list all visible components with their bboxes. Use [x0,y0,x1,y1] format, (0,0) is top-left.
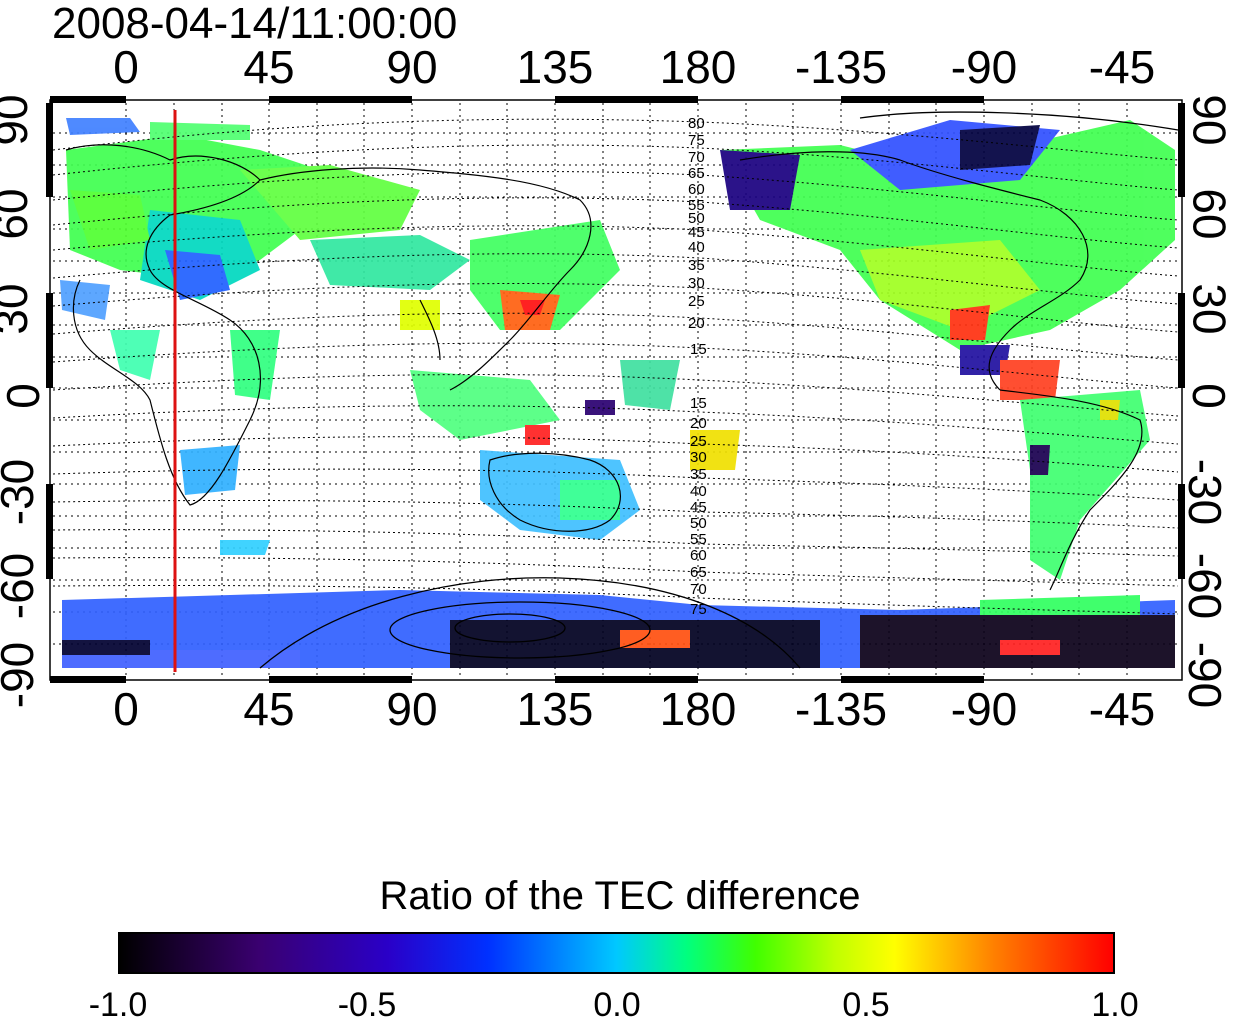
contour-label: 15 [690,341,707,358]
colorbar [118,932,1115,974]
top-lon-tick: -90 [950,41,1018,93]
contour-label: 30 [688,275,705,292]
contour-label: 60 [690,547,707,564]
contour-label: 60 [688,181,705,198]
top-lon-tick: -135 [794,41,888,93]
contour-label: 65 [688,165,705,182]
contour-label: 35 [688,257,705,274]
contour-label: 70 [690,581,707,598]
contour-label: 55 [690,531,707,548]
map-frame [49,99,1183,681]
contour-label: 70 [688,149,705,166]
contour-label: 25 [688,293,705,310]
top-lon-tick: 45 [243,41,295,93]
contour-label: 55 [688,197,705,214]
contour-lines [52,118,1179,615]
plot-title: 2008-04-14/11:00:00 [52,0,458,48]
bottom-lon-tick: -135 [794,683,888,735]
contour-label: 75 [690,601,707,618]
contour-label: 20 [688,315,705,332]
bottom-lon-tick: 90 [386,683,438,735]
auroral-contours [259,111,1179,669]
contour-label: 45 [690,499,707,516]
contour-label: 75 [688,132,705,149]
contour-label: 50 [690,515,707,532]
contour-label: 35 [690,466,707,483]
contour-label: 80 [688,115,705,132]
bottom-lon-tick: 180 [659,683,737,735]
colorbar-tick: 0.0 [593,986,641,1024]
top-lon-tick: 180 [659,41,737,93]
contour-label: 25 [690,433,707,450]
bottom-lon-tick: -90 [950,683,1018,735]
top-lon-tick: -45 [1088,41,1156,93]
contour-label-group: 80 75 70 65 60 55 50 45 40 35 30 25 20 1… [688,115,707,618]
contour-label: 40 [688,239,705,256]
contour-label: 15 [690,395,707,412]
contour-label: 65 [690,564,707,581]
contour-label: 45 [688,224,705,241]
bottom-lon-tick: 0 [113,683,139,735]
colorbar-tick: 0.5 [842,986,890,1024]
bottom-lon-tick: 135 [516,683,594,735]
contour-label: 50 [688,210,705,227]
contour-label: 20 [690,415,707,432]
top-lon-tick: 135 [516,41,594,93]
colorbar-tick: -0.5 [337,986,397,1024]
colorbar-tick: 1.0 [1091,986,1139,1024]
bottom-lon-tick: -45 [1088,683,1156,735]
colorbar-title: Ratio of the TEC difference [379,874,861,918]
contour-label: 30 [690,449,707,466]
colorbar-tick: -1.0 [88,986,148,1024]
contour-label: 40 [690,483,707,500]
top-lon-tick: 0 [113,41,139,93]
bottom-lon-tick: 45 [243,683,295,735]
coastlines [65,144,1143,591]
top-lon-tick: 90 [386,41,438,93]
